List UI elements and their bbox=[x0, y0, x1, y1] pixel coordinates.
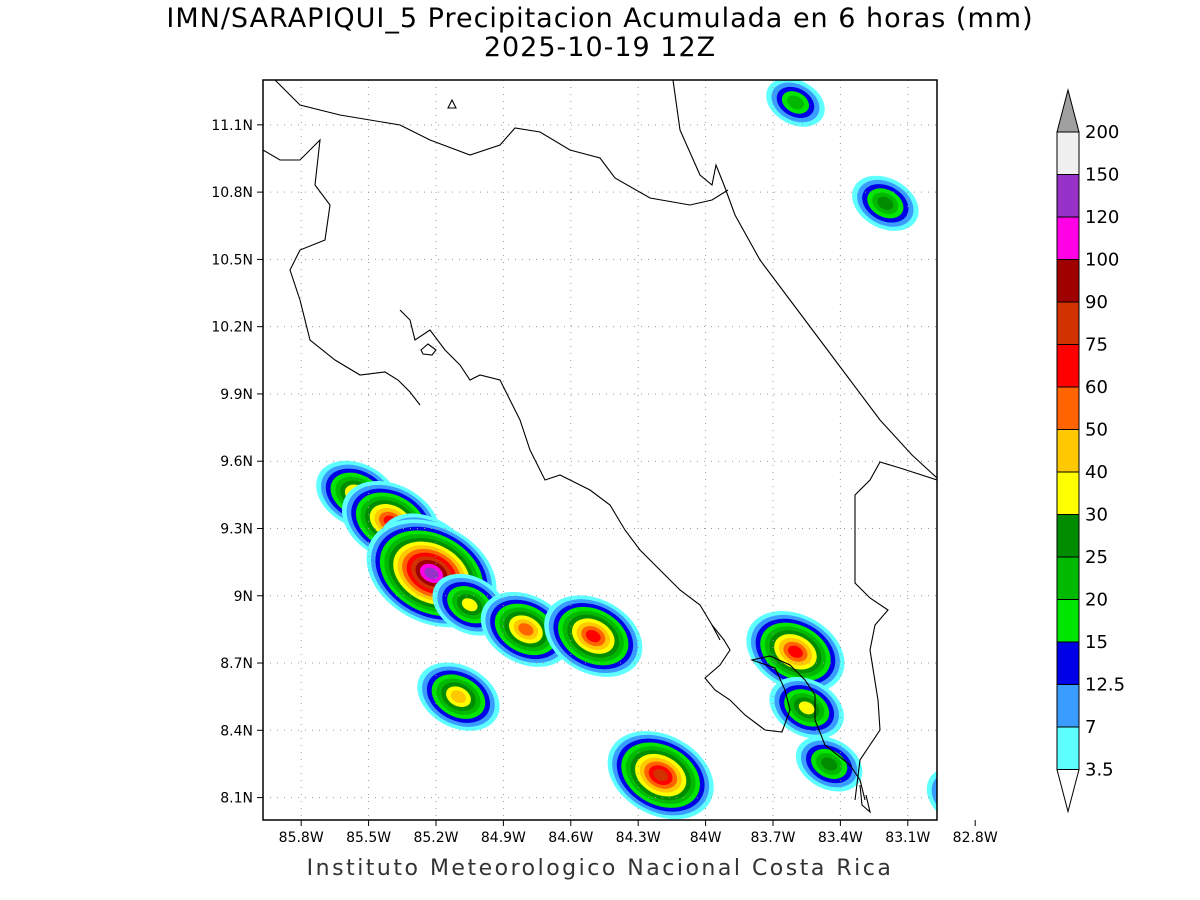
lat-tick-label: 9.9N bbox=[220, 387, 253, 403]
colorbar-swatch bbox=[1056, 301, 1080, 345]
lon-tick-label: 85.8W bbox=[279, 830, 324, 846]
precip-level-30 bbox=[798, 701, 815, 715]
lon-tick-label: 84.6W bbox=[548, 830, 593, 846]
colorbar-over-triangle bbox=[1056, 88, 1080, 133]
colorbar-label: 60 bbox=[1085, 377, 1108, 398]
map-frame bbox=[262, 79, 938, 821]
precipitation-field bbox=[316, 80, 993, 823]
lake-arenal bbox=[420, 343, 437, 356]
precip-cell-7 bbox=[417, 662, 500, 731]
colorbar-label: 50 bbox=[1085, 420, 1108, 441]
lon-tick-label: 84.3W bbox=[616, 830, 661, 846]
institution-credit: Instituto Meteorologico Nacional Costa R… bbox=[306, 856, 894, 881]
precip-level-75 bbox=[653, 769, 668, 782]
colorbar-label: 20 bbox=[1085, 590, 1108, 611]
colorbar: 200 150 120 100 90 75 60 50 40 30 25 20 15 12.5 7 3.5 bbox=[1056, 88, 1125, 814]
colorbar-label: 150 bbox=[1085, 165, 1119, 186]
latitude-axis: 11.1N 10.8N 10.5N 10.2N 9.9N 9.6N 9.3N 9N 8.7N 8.… bbox=[211, 118, 263, 807]
map-title: IMN/SARAPIQUI_5 Precipitacion Acumulada … bbox=[166, 3, 1034, 34]
lon-tick-label: 84.9W bbox=[481, 830, 526, 846]
colorbar-swatch bbox=[1056, 131, 1080, 175]
precip-level-25 bbox=[821, 757, 838, 771]
lat-tick-label: 8.1N bbox=[220, 791, 253, 807]
colorbar-label: 120 bbox=[1085, 207, 1119, 228]
precip-cell-6 bbox=[544, 595, 643, 677]
lat-tick-label: 8.7N bbox=[220, 656, 253, 672]
osa-peninsula bbox=[704, 624, 866, 801]
colorbar-label: 30 bbox=[1085, 505, 1108, 526]
precip-level-20 bbox=[941, 777, 986, 818]
lat-tick-label: 11.1N bbox=[211, 118, 253, 134]
precip-level-50 bbox=[518, 623, 534, 636]
colorbar-label: 75 bbox=[1085, 335, 1108, 356]
lat-tick-label: 10.2N bbox=[211, 320, 253, 336]
lat-tick-label: 9N bbox=[234, 589, 253, 605]
precip-level-25 bbox=[877, 196, 894, 211]
precip-level-30 bbox=[954, 788, 974, 806]
colorbar-under-triangle bbox=[1056, 769, 1080, 814]
lon-tick-label: 83.1W bbox=[885, 830, 930, 846]
lon-tick-label: 85.5W bbox=[346, 830, 391, 846]
coastlines bbox=[263, 80, 937, 814]
colorbar-swatch bbox=[1056, 471, 1080, 515]
colorbar-swatch bbox=[1056, 684, 1080, 728]
colorbar-swatch bbox=[1056, 386, 1080, 430]
lake-nicaragua-shore bbox=[274, 80, 729, 206]
burica-point bbox=[859, 784, 871, 814]
colorbar-swatch bbox=[1056, 344, 1080, 388]
colorbar-swatch bbox=[1056, 641, 1080, 685]
colorbar-label: 90 bbox=[1085, 292, 1108, 313]
colorbar-label: 25 bbox=[1085, 547, 1108, 568]
island-small bbox=[447, 98, 457, 109]
lon-tick-label: 85.2W bbox=[413, 830, 458, 846]
colorbar-label: 100 bbox=[1085, 250, 1119, 271]
lat-tick-label: 10.5N bbox=[211, 252, 253, 268]
colorbar-swatch bbox=[1056, 216, 1080, 260]
caribbean-coastline bbox=[672, 80, 937, 479]
lon-tick-label: 84W bbox=[690, 830, 722, 846]
lon-tick-label: 83.7W bbox=[750, 830, 795, 846]
pacific-coast-north bbox=[263, 138, 421, 406]
precip-level-30 bbox=[461, 598, 478, 612]
precip-cell-14 bbox=[852, 175, 919, 231]
colorbar-swatch bbox=[1056, 726, 1080, 770]
precip-level-60 bbox=[788, 645, 803, 658]
precip-level-20 bbox=[787, 95, 804, 110]
map-datetime: 2025-10-19 12Z bbox=[483, 32, 717, 63]
colorbar-swatch bbox=[1056, 429, 1080, 473]
nicoya-gulf-coast bbox=[399, 309, 721, 641]
precip-level-25 bbox=[948, 783, 981, 813]
lat-tick-label: 9.3N bbox=[220, 521, 253, 537]
precip-level-120 bbox=[424, 567, 439, 580]
precip-cell-13 bbox=[766, 80, 825, 127]
precip-level-60 bbox=[585, 629, 601, 643]
panama-border bbox=[854, 461, 937, 801]
precip-level-15 bbox=[935, 771, 993, 823]
colorbar-swatch bbox=[1056, 174, 1080, 218]
lat-tick-label: 10.8N bbox=[211, 185, 253, 201]
colorbar-swatch bbox=[1056, 259, 1080, 303]
colorbar-label: 3.5 bbox=[1085, 760, 1114, 781]
precip-level-40 bbox=[450, 690, 467, 704]
graticule bbox=[263, 80, 937, 820]
lon-tick-label: 82.8W bbox=[953, 830, 998, 846]
longitude-axis: 85.8W 85.5W 85.2W 84.9W 84.6W 84.3W 84W 83.7W 83… bbox=[279, 820, 998, 846]
precip-cell-10 bbox=[769, 677, 844, 739]
colorbar-label: 7 bbox=[1085, 717, 1096, 738]
colorbar-swatch bbox=[1056, 556, 1080, 600]
colorbar-label: 40 bbox=[1085, 462, 1108, 483]
lon-tick-label: 83.4W bbox=[818, 830, 863, 846]
precip-level-12.5 bbox=[936, 774, 937, 820]
colorbar-label: 200 bbox=[1085, 122, 1119, 143]
precip-cell-8 bbox=[607, 731, 714, 820]
colorbar-swatch bbox=[1056, 514, 1080, 558]
lat-tick-label: 9.6N bbox=[220, 454, 253, 470]
colorbar-swatch bbox=[1056, 599, 1080, 643]
colorbar-label: 15 bbox=[1085, 632, 1108, 653]
colorbar-label: 12.5 bbox=[1085, 675, 1125, 696]
lat-tick-label: 8.4N bbox=[220, 723, 253, 739]
